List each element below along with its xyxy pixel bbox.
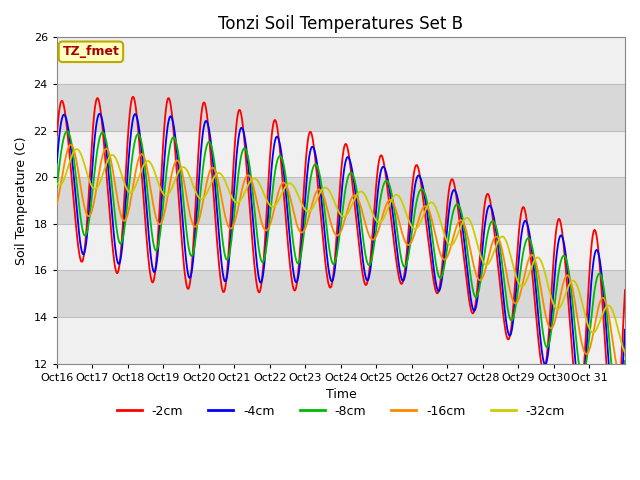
-16cm (476, 277, 483, 283)
X-axis label: Time: Time (326, 388, 356, 401)
-2cm (611, 441, 618, 446)
-32cm (73, 146, 81, 152)
Bar (57, 37, 625, 84)
-16cm (53, 201, 61, 206)
Legend: -2cm, -4cm, -8cm, -16cm, -32cm: -2cm, -4cm, -8cm, -16cm, -32cm (112, 400, 570, 423)
Line: -8cm: -8cm (57, 132, 625, 408)
-2cm (142, 228, 150, 234)
-32cm (53, 180, 61, 186)
-8cm (476, 286, 483, 292)
-32cm (326, 190, 334, 195)
-4cm (53, 160, 61, 166)
Bar (57, 224, 625, 270)
-16cm (618, 377, 626, 383)
-4cm (612, 429, 620, 434)
-16cm (559, 284, 566, 289)
-4cm (142, 198, 150, 204)
-8cm (316, 172, 323, 178)
-32cm (142, 159, 150, 165)
Bar (57, 177, 625, 224)
-16cm (621, 372, 629, 378)
-2cm (621, 287, 629, 293)
-32cm (621, 350, 629, 356)
-2cm (476, 264, 483, 270)
Line: -32cm: -32cm (57, 149, 625, 353)
-4cm (476, 281, 483, 287)
Bar (57, 270, 625, 317)
Text: TZ_fmet: TZ_fmet (63, 45, 120, 58)
-8cm (326, 252, 334, 258)
Bar (57, 131, 625, 177)
-2cm (559, 231, 566, 237)
-16cm (67, 142, 74, 147)
Title: Tonzi Soil Temperatures Set B: Tonzi Soil Temperatures Set B (218, 15, 463, 33)
-4cm (326, 276, 334, 282)
-32cm (476, 248, 483, 254)
-8cm (53, 184, 61, 190)
Bar (57, 317, 625, 364)
-32cm (614, 326, 622, 332)
-32cm (316, 191, 323, 196)
-4cm (559, 234, 566, 240)
-8cm (614, 405, 622, 410)
Bar (57, 84, 625, 131)
-2cm (129, 94, 137, 100)
-2cm (326, 285, 334, 290)
-32cm (559, 300, 566, 305)
-8cm (621, 358, 629, 364)
-4cm (621, 327, 629, 333)
Line: -16cm: -16cm (57, 144, 625, 380)
-2cm (614, 413, 622, 419)
-16cm (326, 218, 334, 224)
Line: -2cm: -2cm (57, 97, 625, 444)
-8cm (142, 174, 150, 180)
-4cm (95, 111, 103, 117)
-2cm (53, 132, 61, 138)
-8cm (63, 129, 71, 134)
-16cm (142, 161, 150, 167)
-16cm (316, 187, 323, 192)
-4cm (614, 420, 622, 426)
-8cm (614, 404, 622, 410)
Y-axis label: Soil Temperature (C): Soil Temperature (C) (15, 136, 28, 265)
Line: -4cm: -4cm (57, 114, 625, 432)
-8cm (559, 254, 566, 260)
-16cm (614, 369, 622, 375)
-4cm (316, 180, 323, 186)
-2cm (316, 201, 323, 207)
